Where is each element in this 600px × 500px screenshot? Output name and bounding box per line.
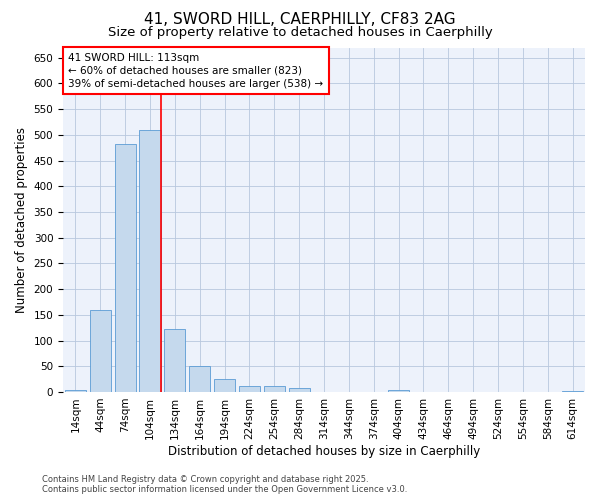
X-axis label: Distribution of detached houses by size in Caerphilly: Distribution of detached houses by size … — [168, 444, 480, 458]
Bar — [164, 329, 185, 392]
Bar — [388, 390, 409, 392]
Bar — [264, 386, 285, 392]
Bar — [562, 391, 583, 392]
Bar — [239, 386, 260, 392]
Text: Contains HM Land Registry data © Crown copyright and database right 2025.
Contai: Contains HM Land Registry data © Crown c… — [42, 474, 407, 494]
Bar — [65, 390, 86, 392]
Bar — [214, 379, 235, 392]
Text: 41 SWORD HILL: 113sqm
← 60% of detached houses are smaller (823)
39% of semi-det: 41 SWORD HILL: 113sqm ← 60% of detached … — [68, 52, 323, 89]
Bar — [90, 310, 111, 392]
Bar — [189, 366, 210, 392]
Bar — [115, 144, 136, 392]
Text: Size of property relative to detached houses in Caerphilly: Size of property relative to detached ho… — [107, 26, 493, 39]
Text: 41, SWORD HILL, CAERPHILLY, CF83 2AG: 41, SWORD HILL, CAERPHILLY, CF83 2AG — [144, 12, 456, 28]
Y-axis label: Number of detached properties: Number of detached properties — [15, 126, 28, 312]
Bar — [139, 130, 161, 392]
Bar — [289, 388, 310, 392]
